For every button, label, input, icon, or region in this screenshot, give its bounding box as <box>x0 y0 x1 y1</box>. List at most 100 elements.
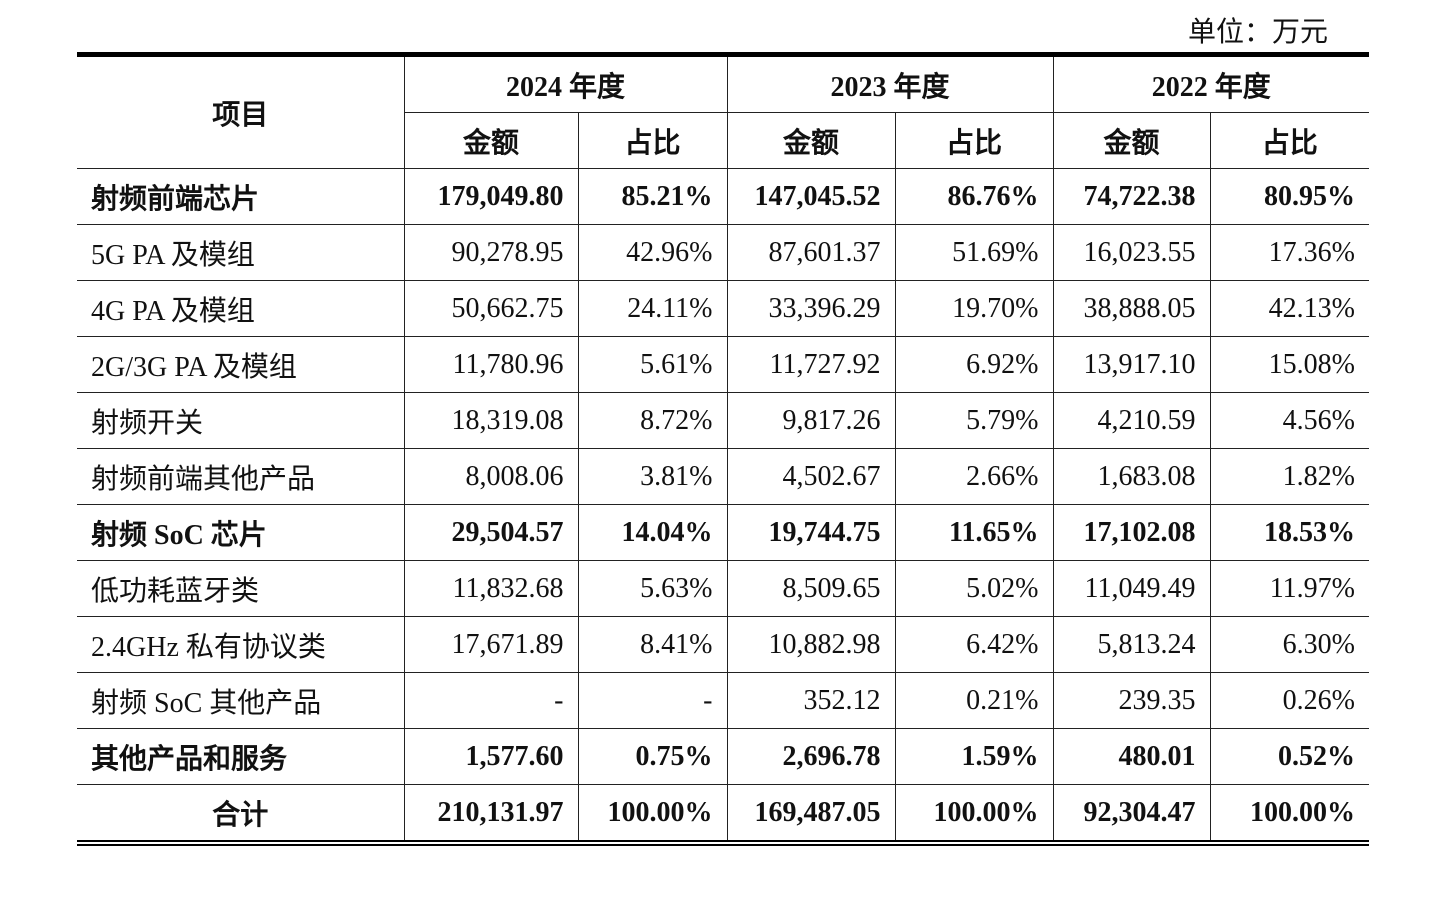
cell: 3.81% <box>577 448 728 505</box>
subheader: 金额 <box>726 112 896 169</box>
cell: 17.36% <box>1209 224 1369 281</box>
cell: 87,601.37 <box>726 224 896 281</box>
item-header: 项目 <box>77 54 405 169</box>
cell: 5.61% <box>577 336 728 393</box>
cell: 179,049.80 <box>403 168 579 225</box>
row-label: 低功耗蓝牙类 <box>77 560 405 617</box>
cell: 6.92% <box>894 336 1054 393</box>
cell: 10,882.98 <box>726 616 896 673</box>
cell: 5.63% <box>577 560 728 617</box>
data-row: 5G PA 及模组 90,278.95 42.96% 87,601.37 51.69% 1… <box>77 224 1369 281</box>
cell: 14.04% <box>577 504 728 561</box>
data-row: 合计 210,131.97 100.00% 169,487.05 100.00% 92,3… <box>77 784 1369 844</box>
cell: 1,577.60 <box>403 728 579 785</box>
subheader: 金额 <box>404 112 579 169</box>
cell: 1.59% <box>894 728 1054 785</box>
cell: 169,487.05 <box>726 784 896 844</box>
cell: 42.13% <box>1209 280 1369 337</box>
cell: 2.66% <box>894 448 1054 505</box>
row-label: 其他产品和服务 <box>77 728 405 785</box>
cell: 8.72% <box>577 392 728 449</box>
cell: 33,396.29 <box>726 280 896 337</box>
cell: 18.53% <box>1209 504 1369 561</box>
cell: 42.96% <box>577 224 728 281</box>
cell: 5.02% <box>894 560 1054 617</box>
cell: - <box>577 672 728 729</box>
cell: 17,671.89 <box>403 616 579 673</box>
row-label: 射频 SoC 芯片 <box>77 504 405 561</box>
cell: 6.30% <box>1209 616 1369 673</box>
cell: 0.26% <box>1209 672 1369 729</box>
data-row: 低功耗蓝牙类 11,832.68 5.63% 8,509.65 5.02% 11,049.… <box>77 560 1369 617</box>
data-row: 射频前端其他产品 8,008.06 3.81% 4,502.67 2.66% 1,683.… <box>77 448 1369 505</box>
row-label: 2.4GHz 私有协议类 <box>77 616 405 673</box>
subheader-row: 金额 占比 金额 占比 金额 占比 <box>77 112 1369 169</box>
cell: 239.35 <box>1052 672 1211 729</box>
cell: 11,832.68 <box>403 560 579 617</box>
cell: 29,504.57 <box>403 504 579 561</box>
cell: 100.00% <box>894 784 1054 844</box>
subheader: 占比 <box>1209 112 1369 169</box>
data-row: 4G PA 及模组 50,662.75 24.11% 33,396.29 19.70% 3… <box>77 280 1369 337</box>
cell: 1.82% <box>1209 448 1369 505</box>
cell: 6.42% <box>894 616 1054 673</box>
year-header: 2022 年度 <box>1052 54 1369 113</box>
cell: 4,502.67 <box>726 448 896 505</box>
cell: 86.76% <box>894 168 1054 225</box>
cell: 480.01 <box>1052 728 1211 785</box>
cell: 1,683.08 <box>1052 448 1211 505</box>
row-label: 射频开关 <box>77 392 405 449</box>
cell: 18,319.08 <box>403 392 579 449</box>
cell: - <box>403 672 579 729</box>
cell: 74,722.38 <box>1052 168 1211 225</box>
cell: 80.95% <box>1209 168 1369 225</box>
cell: 4.56% <box>1209 392 1369 449</box>
cell: 147,045.52 <box>726 168 896 225</box>
cell: 0.52% <box>1209 728 1369 785</box>
cell: 5.79% <box>894 392 1054 449</box>
cell: 92,304.47 <box>1052 784 1211 844</box>
data-row: 射频 SoC 芯片 29,504.57 14.04% 19,744.75 11.65% 1… <box>77 504 1369 561</box>
cell: 13,917.10 <box>1052 336 1211 393</box>
data-row: 2.4GHz 私有协议类 17,671.89 8.41% 10,882.98 6.42%… <box>77 616 1369 673</box>
cell: 5,813.24 <box>1052 616 1211 673</box>
row-label: 射频前端芯片 <box>77 168 405 225</box>
cell: 11.97% <box>1209 560 1369 617</box>
data-row: 射频前端芯片 179,049.80 85.21% 147,045.52 86.76% 74… <box>77 168 1369 225</box>
cell: 11,780.96 <box>403 336 579 393</box>
subheader: 占比 <box>894 112 1054 169</box>
row-label: 射频 SoC 其他产品 <box>77 672 405 729</box>
data-row: 射频开关 18,319.08 8.72% 9,817.26 5.79% 4,210.59 4… <box>77 392 1369 449</box>
subheader: 金额 <box>1052 112 1211 169</box>
cell: 4,210.59 <box>1052 392 1211 449</box>
cell: 352.12 <box>726 672 896 729</box>
cell: 51.69% <box>894 224 1054 281</box>
cell: 9,817.26 <box>726 392 896 449</box>
cell: 38,888.05 <box>1052 280 1211 337</box>
cell: 11,049.49 <box>1052 560 1211 617</box>
row-label: 2G/3G PA 及模组 <box>77 336 405 393</box>
cell: 100.00% <box>1209 784 1369 844</box>
row-label: 4G PA 及模组 <box>77 280 405 337</box>
year-header: 2023 年度 <box>726 54 1054 113</box>
data-row: 2G/3G PA 及模组 11,780.96 5.61% 11,727.92 6.92%… <box>77 336 1369 393</box>
cell: 19.70% <box>894 280 1054 337</box>
cell: 24.11% <box>577 280 728 337</box>
cell: 8,509.65 <box>726 560 896 617</box>
year-header: 2024 年度 <box>403 54 728 113</box>
cell: 0.21% <box>894 672 1054 729</box>
cell: 17,102.08 <box>1052 504 1211 561</box>
data-row: 射频 SoC 其他产品 - -352.12 0.21% 239.35 0.26% <box>77 672 1369 729</box>
row-label: 合计 <box>77 784 405 844</box>
cell: 16,023.55 <box>1052 224 1211 281</box>
row-label: 5G PA 及模组 <box>77 224 405 281</box>
row-label: 射频前端其他产品 <box>77 448 405 505</box>
cell: 19,744.75 <box>726 504 896 561</box>
cell: 8,008.06 <box>403 448 579 505</box>
cell: 0.75% <box>577 728 728 785</box>
cell: 210,131.97 <box>403 784 579 844</box>
cell: 11.65% <box>894 504 1054 561</box>
revenue-table: 项目 2024 年度 2023 年度 2022 年度 金额 占比 金额 占比 金额 占比 射频前端芯… <box>77 52 1369 846</box>
unit-note: 单位：万元 <box>1187 17 1328 48</box>
